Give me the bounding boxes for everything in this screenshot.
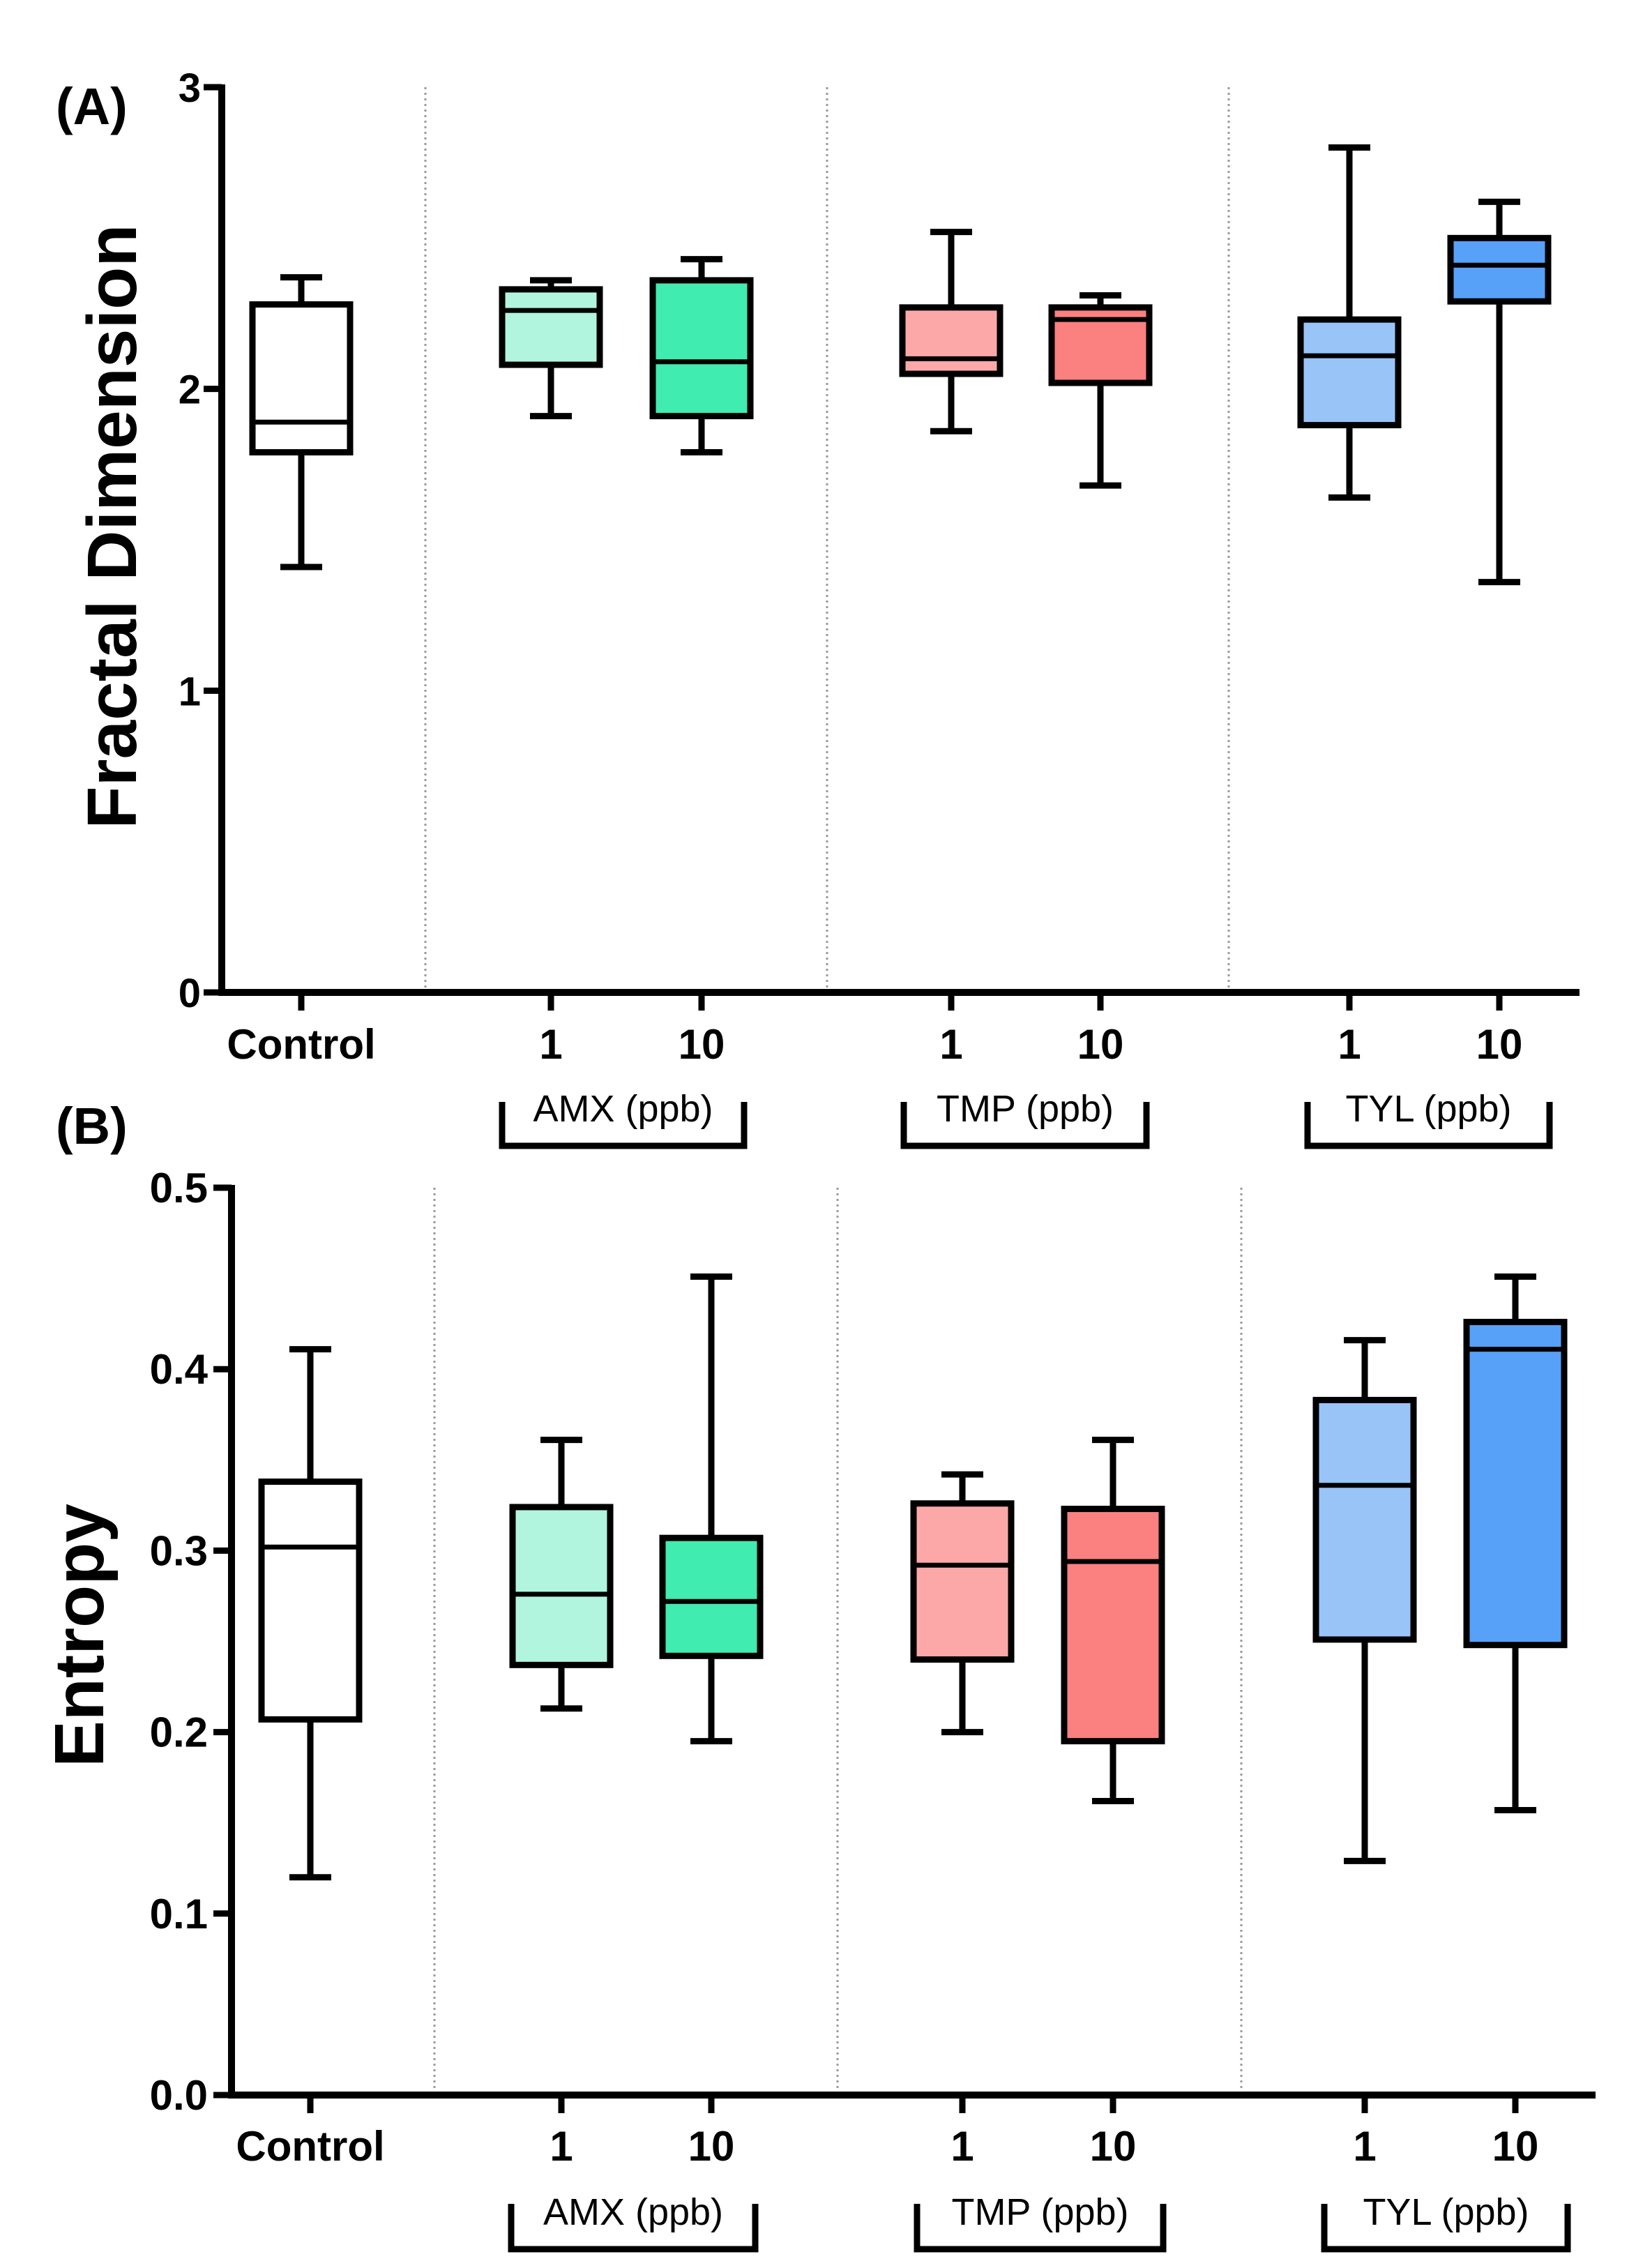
panel-a-y-axis-title: Fractal Dimension — [73, 225, 151, 829]
panel-b-box-tmp-10 — [1061, 1437, 1165, 1804]
panel-b-y-tick-label: 0.5 — [150, 1165, 208, 1211]
panel-a-category-label: 1 — [539, 1021, 562, 1068]
panel-b-bracket-line — [1321, 2204, 1571, 2253]
panel-b-bracket-line — [914, 2204, 1167, 2253]
panel-a-box-amx-1 — [499, 277, 603, 420]
panel-b-group-bracket: TMP (ppb) — [914, 2191, 1167, 2253]
panel-b-label: (B) — [56, 1097, 128, 1155]
panel-a-category-label: 10 — [1476, 1021, 1523, 1068]
panel-b-bracket-line — [508, 2204, 759, 2253]
panel-a-group-bracket: TMP (ppb) — [900, 1088, 1150, 1149]
panel-b-group-dividers — [433, 1188, 1243, 2095]
panel-b-category-label: 1 — [950, 2123, 974, 2170]
panel-b: (B) Entropy 0.0 0.1 0.2 0.3 0.4 0.5 Control 1 10… — [40, 1097, 1596, 2253]
panel-a-category-label: 10 — [679, 1021, 725, 1068]
panel-a-bracket-label: TMP (ppb) — [937, 1088, 1114, 1130]
panel-a-y-tick-label: 0 — [179, 971, 201, 1016]
panel-a-iqr-box — [499, 286, 603, 368]
panel-b-group-bracket: TYL (ppb) — [1321, 2191, 1571, 2253]
panel-a-box-tyl-1 — [1297, 144, 1402, 501]
panel-b-category-label: 1 — [1353, 2123, 1376, 2170]
panel-a-box-control — [249, 274, 354, 570]
panel-b-box-control — [258, 1346, 363, 1881]
panel-b-box-tyl-10 — [1463, 1273, 1568, 1813]
panel-a-y-tick-label: 2 — [179, 368, 201, 413]
panel-b-box-tyl-1 — [1312, 1337, 1417, 1864]
panel-a-category-label: 1 — [1338, 1021, 1361, 1068]
panel-a-bracket-line — [1304, 1102, 1553, 1149]
panel-b-axes — [213, 1184, 1596, 2113]
panel-b-bracket-label: AMX (ppb) — [543, 2191, 723, 2233]
panel-a-iqr-box — [1447, 234, 1552, 305]
panel-a-category-label: 1 — [939, 1021, 962, 1068]
panel-a-box-tyl-10 — [1447, 198, 1552, 586]
panel-b-category-label: 10 — [1090, 2123, 1137, 2170]
panel-b-box-amx-10 — [659, 1273, 764, 1745]
panel-a-box-amx-10 — [649, 256, 754, 456]
panel-a-category-label: 10 — [1077, 1021, 1124, 1068]
panel-b-iqr-box — [1463, 1319, 1568, 1649]
panel-b-iqr-box — [659, 1534, 764, 1659]
panel-b-bracket-label: TMP (ppb) — [951, 2191, 1128, 2233]
panel-b-y-tick-label: 0.3 — [150, 1527, 208, 1574]
panel-b-iqr-box — [1312, 1396, 1417, 1643]
panel-a-iqr-box — [649, 277, 754, 420]
panel-b-y-tick-label: 0.0 — [150, 2072, 208, 2119]
panel-a-bracket-line — [499, 1102, 748, 1149]
panel-a: (A) Fractal Dimension 0 1 2 3 Control 1 10 1 10 1… — [56, 66, 1580, 1149]
panel-b-category-label: 10 — [1492, 2123, 1539, 2170]
panel-b-box-tmp-1 — [910, 1471, 1015, 1736]
panel-b-y-tick-label: 0.2 — [150, 1709, 208, 1756]
panel-a-iqr-box — [1297, 316, 1402, 429]
panel-b-category-label: Control — [236, 2123, 384, 2170]
panel-a-category-label: Control — [227, 1021, 375, 1068]
panel-a-label: (A) — [56, 77, 128, 135]
panel-b-group-bracket: AMX (ppb) — [508, 2191, 759, 2253]
panel-b-iqr-box — [258, 1479, 363, 1723]
panel-a-box-tmp-1 — [899, 229, 1003, 434]
panel-a-iqr-box — [899, 304, 1003, 377]
panel-a-iqr-box — [249, 301, 354, 456]
panel-b-y-tick-label: 0.1 — [150, 1891, 208, 1937]
panel-a-group-bracket: AMX (ppb) — [499, 1088, 748, 1149]
panel-b-iqr-box — [910, 1500, 1015, 1663]
panel-b-box-amx-1 — [509, 1437, 614, 1712]
panel-a-group-bracket: TYL (ppb) — [1304, 1088, 1553, 1149]
panel-b-tick-labels: 0.0 0.1 0.2 0.3 0.4 0.5 Control 1 10 1 10 1 10 — [150, 1165, 1539, 2170]
panel-a-axes — [204, 84, 1580, 1011]
panel-a-box-tmp-10 — [1048, 292, 1153, 489]
panel-a-bracket-label: TYL (ppb) — [1345, 1088, 1511, 1130]
panel-a-y-tick-label: 1 — [179, 669, 201, 714]
panel-b-iqr-box — [509, 1504, 614, 1668]
panel-b-group-brackets: AMX (ppb) TMP (ppb) TYL (ppb) — [508, 2191, 1571, 2253]
panel-b-y-tick-label: 0.4 — [150, 1346, 209, 1393]
panel-a-bracket-line — [900, 1102, 1150, 1149]
panel-b-boxes — [258, 1273, 1568, 1881]
panel-a-tick-labels: 0 1 2 3 Control 1 10 1 10 1 10 — [179, 66, 1523, 1068]
panel-b-category-label: 1 — [550, 2123, 573, 2170]
panel-a-y-tick-label: 3 — [179, 66, 201, 111]
panel-a-bracket-label: AMX (ppb) — [533, 1088, 713, 1130]
panel-b-bracket-label: TYL (ppb) — [1363, 2191, 1529, 2233]
panel-b-iqr-box — [1061, 1506, 1165, 1745]
panel-a-group-brackets: AMX (ppb) TMP (ppb) TYL (ppb) — [499, 1088, 1553, 1149]
panel-b-category-label: 10 — [688, 2123, 735, 2170]
panel-a-boxes — [249, 144, 1552, 586]
panel-b-y-axis-title: Entropy — [40, 1504, 119, 1767]
panel-a-group-dividers — [424, 87, 1230, 992]
